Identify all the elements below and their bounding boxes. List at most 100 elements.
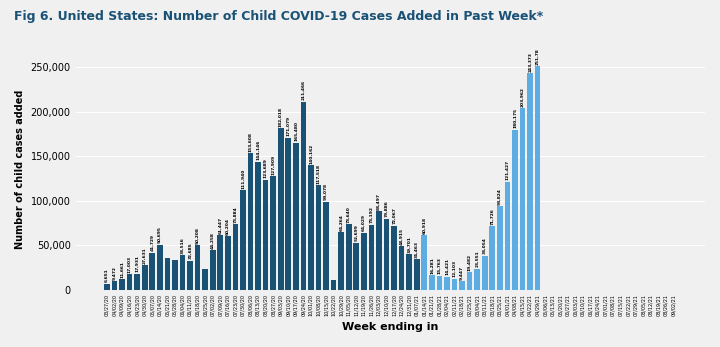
- Bar: [399, 246, 405, 290]
- Text: 61,447: 61,447: [218, 217, 222, 234]
- X-axis label: Week ending in: Week ending in: [342, 322, 438, 332]
- Text: 60,918: 60,918: [422, 217, 426, 234]
- Text: 153,608: 153,608: [248, 132, 253, 152]
- Bar: [444, 277, 450, 290]
- Text: 72,067: 72,067: [392, 208, 396, 224]
- Bar: [180, 255, 185, 290]
- Bar: [195, 245, 200, 290]
- Text: 39,701: 39,701: [407, 236, 411, 253]
- Bar: [172, 260, 178, 290]
- Text: 32,685: 32,685: [188, 243, 192, 259]
- Bar: [150, 253, 155, 290]
- Bar: [436, 276, 442, 290]
- Text: 140,162: 140,162: [309, 144, 313, 164]
- Bar: [270, 176, 276, 290]
- Text: 15,763: 15,763: [437, 257, 441, 274]
- Bar: [330, 280, 336, 290]
- Bar: [187, 261, 193, 290]
- Bar: [414, 259, 420, 290]
- Text: 251,781: 251,781: [536, 45, 539, 65]
- Bar: [421, 236, 427, 290]
- Bar: [346, 224, 351, 290]
- Bar: [278, 128, 284, 290]
- Text: 41,729: 41,729: [150, 234, 154, 251]
- Text: 111,940: 111,940: [241, 168, 245, 189]
- Text: 117,518: 117,518: [317, 164, 320, 184]
- Text: 79,886: 79,886: [384, 201, 389, 217]
- Bar: [451, 279, 457, 290]
- Bar: [512, 129, 518, 290]
- Bar: [104, 284, 110, 290]
- Bar: [361, 233, 366, 290]
- Bar: [225, 236, 230, 290]
- Bar: [391, 226, 397, 290]
- Text: 38,516: 38,516: [181, 237, 184, 254]
- Bar: [354, 243, 359, 290]
- Text: 203,962: 203,962: [521, 87, 524, 107]
- Text: 38,054: 38,054: [482, 238, 487, 254]
- Bar: [505, 182, 510, 290]
- Bar: [482, 256, 487, 290]
- Bar: [406, 254, 412, 290]
- Bar: [127, 274, 132, 290]
- Text: 50,695: 50,695: [158, 226, 162, 243]
- Bar: [300, 102, 306, 290]
- Bar: [315, 185, 321, 290]
- Bar: [467, 272, 472, 290]
- Text: 73,640: 73,640: [347, 206, 351, 223]
- Y-axis label: Number of child cases added: Number of child cases added: [15, 90, 25, 249]
- Text: 50,208: 50,208: [196, 227, 199, 244]
- Text: 171,079: 171,079: [287, 116, 290, 136]
- Text: 127,909: 127,909: [271, 154, 275, 175]
- Bar: [165, 258, 170, 290]
- Text: 71,726: 71,726: [490, 208, 494, 225]
- Text: 27,631: 27,631: [143, 247, 147, 264]
- Bar: [255, 161, 261, 290]
- Bar: [474, 269, 480, 290]
- Bar: [112, 281, 117, 290]
- Text: 73,192: 73,192: [369, 206, 374, 223]
- Bar: [535, 66, 541, 290]
- Bar: [233, 224, 238, 290]
- Bar: [202, 269, 208, 290]
- Text: 9,447: 9,447: [460, 266, 464, 280]
- Bar: [497, 206, 503, 290]
- Text: Fig 6. United States: Number of Child COVID-19 Cases Added in Past Week*: Fig 6. United States: Number of Child CO…: [14, 10, 544, 23]
- Bar: [142, 265, 148, 290]
- Bar: [459, 281, 465, 290]
- Text: 44,258: 44,258: [211, 232, 215, 249]
- Bar: [248, 153, 253, 290]
- Text: 6,651: 6,651: [105, 269, 109, 282]
- Text: 144,146: 144,146: [256, 140, 260, 160]
- Bar: [120, 279, 125, 290]
- Bar: [157, 245, 163, 290]
- Bar: [429, 275, 435, 290]
- Bar: [527, 73, 533, 290]
- Bar: [384, 219, 390, 290]
- Text: 23,551: 23,551: [475, 251, 479, 267]
- Text: 17,931: 17,931: [135, 255, 139, 272]
- Bar: [135, 274, 140, 290]
- Text: 60,204: 60,204: [226, 218, 230, 235]
- Text: 52,699: 52,699: [354, 225, 359, 242]
- Bar: [217, 235, 223, 290]
- Text: 99,078: 99,078: [324, 183, 328, 200]
- Text: 12,103: 12,103: [452, 261, 456, 278]
- Text: 180,175: 180,175: [513, 108, 517, 128]
- Text: 48,915: 48,915: [400, 228, 404, 245]
- Text: 17,003: 17,003: [127, 256, 132, 273]
- Text: 64,264: 64,264: [339, 214, 343, 231]
- Bar: [263, 180, 269, 290]
- Bar: [490, 226, 495, 290]
- Bar: [376, 211, 382, 290]
- Text: 19,482: 19,482: [467, 254, 472, 271]
- Bar: [308, 165, 314, 290]
- Text: 73,884: 73,884: [233, 206, 238, 223]
- Text: 34,463: 34,463: [415, 241, 419, 257]
- Text: 121,427: 121,427: [505, 160, 509, 180]
- Bar: [338, 232, 344, 290]
- Text: 88,497: 88,497: [377, 193, 381, 210]
- Text: 211,466: 211,466: [302, 81, 305, 100]
- Text: 16,281: 16,281: [430, 257, 434, 274]
- Bar: [210, 250, 215, 290]
